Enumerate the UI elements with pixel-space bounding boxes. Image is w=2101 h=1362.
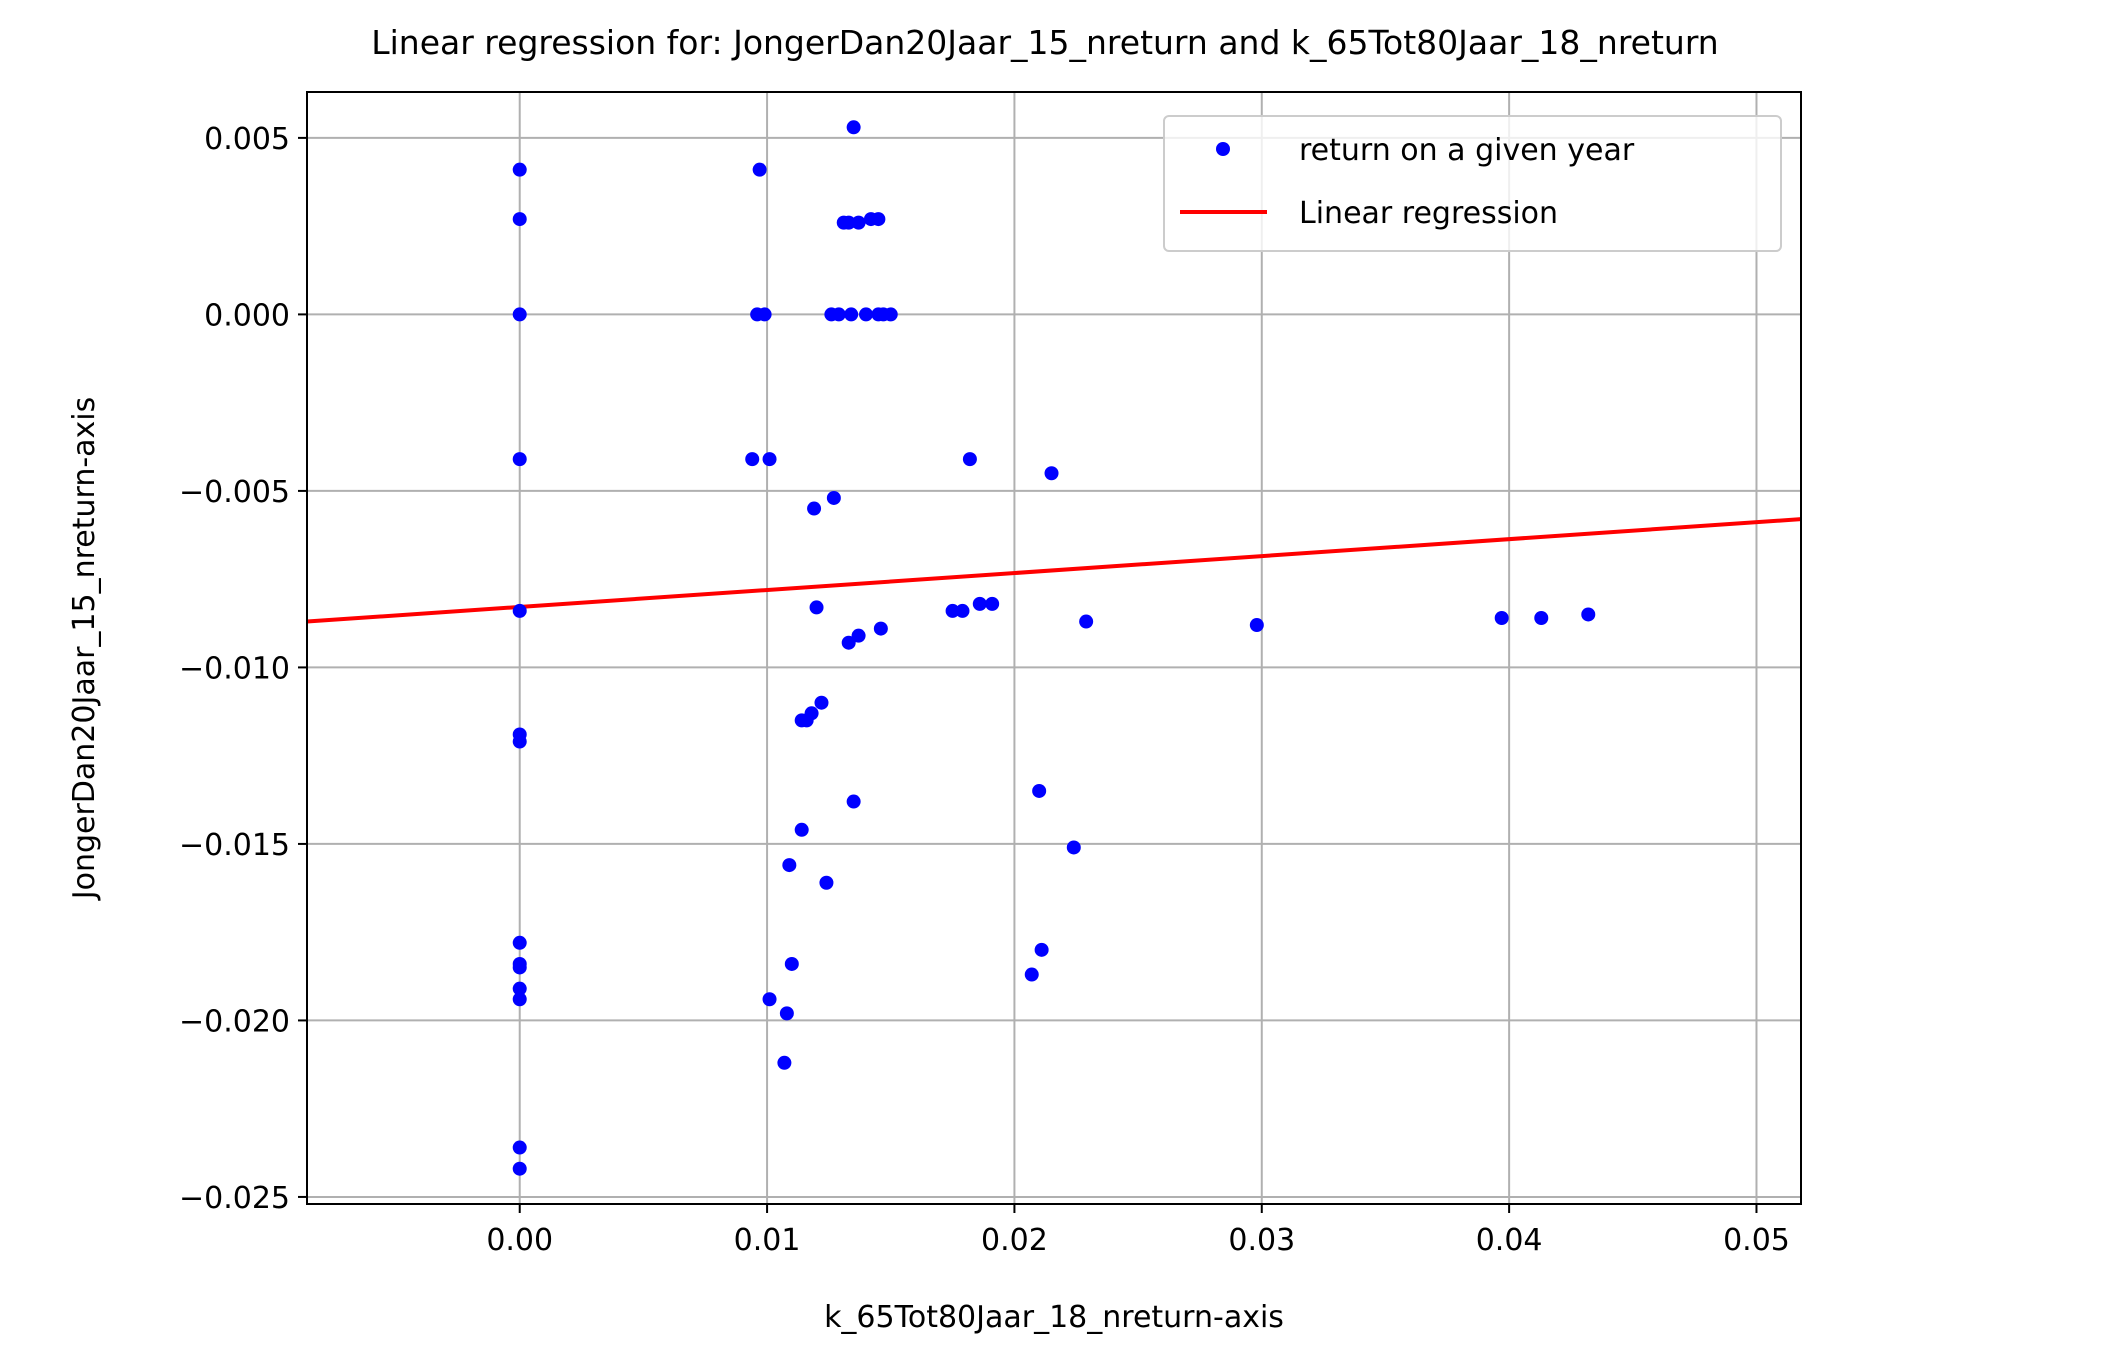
data-point: [831, 307, 846, 322]
x-tick-label: 0.01: [734, 1223, 801, 1258]
x-axis-label: k_65Tot80Jaar_18_nreturn-axis: [824, 1300, 1284, 1335]
data-point: [871, 212, 886, 227]
data-point: [1581, 607, 1596, 622]
y-tick-label: −0.005: [179, 475, 290, 510]
data-point: [512, 1140, 527, 1155]
x-tick-label: 0.03: [1228, 1223, 1295, 1258]
x-tick-label: 0.02: [981, 1223, 1048, 1258]
y-tick-label: 0.005: [204, 122, 290, 157]
legend-frame: [1163, 115, 1782, 252]
regression-line: [307, 517, 1801, 624]
data-point: [512, 162, 527, 177]
x-tick-label: 0.05: [1723, 1223, 1790, 1258]
grid: [307, 92, 1801, 1204]
data-point: [512, 452, 527, 467]
y-axis-ticks: 0.005 0.000 −0.005 −0.010 −0.015 −0.020 −0.025: [179, 122, 307, 1216]
x-axis-ticks: 0.00 0.01 0.02 0.03 0.04 0.05: [486, 1204, 1790, 1258]
data-point: [512, 307, 527, 322]
data-point: [814, 695, 829, 710]
data-point: [826, 490, 841, 505]
legend-label-line: Linear regression: [1299, 196, 1558, 231]
data-point: [851, 215, 866, 230]
data-point: [512, 992, 527, 1007]
y-tick-label: −0.020: [179, 1004, 290, 1039]
data-point: [883, 307, 898, 322]
data-point: [1249, 618, 1264, 633]
y-tick-label: −0.015: [179, 828, 290, 863]
data-point: [972, 596, 987, 611]
plot-frame: [306, 91, 1802, 1205]
legend-label-scatter: return on a given year: [1299, 133, 1635, 168]
data-point: [1079, 614, 1094, 629]
data-point: [512, 603, 527, 618]
y-axis-label: JongerDan20Jaar_15_nreturn-axis: [67, 397, 102, 902]
data-point: [782, 858, 797, 873]
data-point: [851, 628, 866, 643]
data-point: [1024, 967, 1039, 982]
data-point: [846, 120, 861, 135]
y-tick-label: 0.000: [204, 298, 290, 333]
data-point: [841, 215, 856, 230]
x-tick-label: 0.00: [486, 1223, 553, 1258]
data-point: [945, 603, 960, 618]
data-point: [955, 603, 970, 618]
data-point: [1494, 610, 1509, 625]
legend: return on a given year Linear regression: [1163, 115, 1782, 252]
data-point: [873, 621, 888, 636]
series: [307, 120, 1801, 1176]
data-point: [752, 162, 767, 177]
data-point: [762, 992, 777, 1007]
data-point: [1032, 783, 1047, 798]
data-point: [819, 875, 834, 890]
data-point: [784, 956, 799, 971]
data-point: [962, 452, 977, 467]
data-point: [512, 981, 527, 996]
data-point: [1034, 942, 1049, 957]
data-point: [841, 635, 856, 650]
data-point: [779, 1006, 794, 1021]
data-point: [745, 452, 760, 467]
data-point: [859, 307, 874, 322]
data-point: [512, 935, 527, 950]
data-point: [985, 596, 1000, 611]
data-point: [1044, 466, 1059, 481]
data-point: [1066, 840, 1081, 855]
data-point: [807, 501, 822, 516]
legend-scatter-marker: [1216, 142, 1230, 156]
data-point: [757, 307, 772, 322]
data-point: [846, 794, 861, 809]
data-point: [512, 1161, 527, 1176]
data-point: [794, 822, 809, 837]
data-point: [809, 600, 824, 615]
chart-title: Linear regression for: JongerDan20Jaar_1…: [371, 23, 1718, 62]
data-point: [844, 307, 859, 322]
data-point: [512, 734, 527, 749]
data-point: [762, 452, 777, 467]
data-point: [512, 960, 527, 975]
data-point: [1534, 610, 1549, 625]
data-point: [794, 713, 809, 728]
data-point: [512, 212, 527, 227]
x-tick-label: 0.04: [1476, 1223, 1543, 1258]
y-tick-label: −0.010: [179, 651, 290, 686]
data-point: [777, 1055, 792, 1070]
y-tick-label: −0.025: [179, 1181, 290, 1216]
